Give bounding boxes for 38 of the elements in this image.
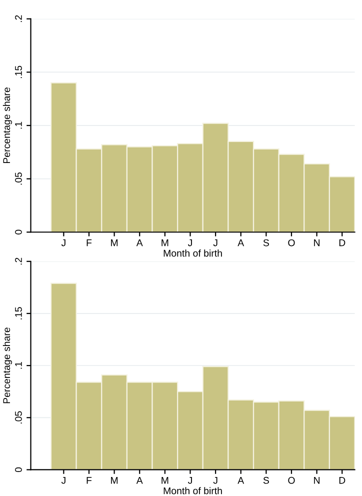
x-tick-label: J — [61, 477, 66, 484]
x-tick-label: A — [238, 239, 244, 246]
x-axis-title: Month of birth — [164, 487, 222, 494]
x-tick-label: M — [162, 239, 168, 246]
x-tick-label: J — [61, 239, 66, 246]
x-tick-label: M — [162, 477, 168, 484]
y-tick-label: .1 — [15, 122, 22, 129]
x-tick-label: O — [288, 476, 295, 484]
x-tick-label: O — [288, 239, 295, 246]
y-tick-label: .05 — [15, 411, 22, 424]
x-tick-label: M — [111, 477, 118, 484]
y-tick-label: .15 — [15, 307, 22, 320]
x-tick-label: J — [213, 239, 218, 246]
y-tick-label: .05 — [15, 172, 22, 185]
x-tick-label: M — [111, 239, 118, 246]
y-tick-label: .2 — [15, 15, 22, 22]
y-axis-title: Percentage share — [2, 88, 12, 164]
x-tick-label: J — [188, 477, 192, 484]
x-axis-title: Month of birth — [164, 250, 222, 257]
x-tick-label: D — [339, 239, 346, 246]
x-tick-label: F — [86, 239, 92, 246]
y-tick-label: .1 — [15, 362, 22, 369]
x-tick-label: J — [213, 477, 218, 484]
x-tick-label: D — [339, 477, 346, 484]
y-tick-label: .15 — [15, 66, 22, 78]
x-tick-label: F — [86, 477, 92, 484]
y-tick-label: 0 — [15, 467, 22, 472]
x-tick-label: A — [136, 239, 143, 246]
y-tick-label: 0 — [15, 230, 22, 234]
x-tick-label: N — [314, 239, 320, 246]
x-tick-label: A — [238, 477, 244, 484]
x-tick-label: S — [263, 476, 269, 484]
y-axis-title: Percentage share — [2, 328, 12, 404]
y-tick-label: .2 — [15, 258, 22, 265]
x-tick-label: N — [314, 477, 320, 484]
x-tick-label: S — [263, 239, 269, 246]
x-tick-label: A — [136, 477, 143, 484]
x-tick-label: J — [188, 239, 192, 246]
